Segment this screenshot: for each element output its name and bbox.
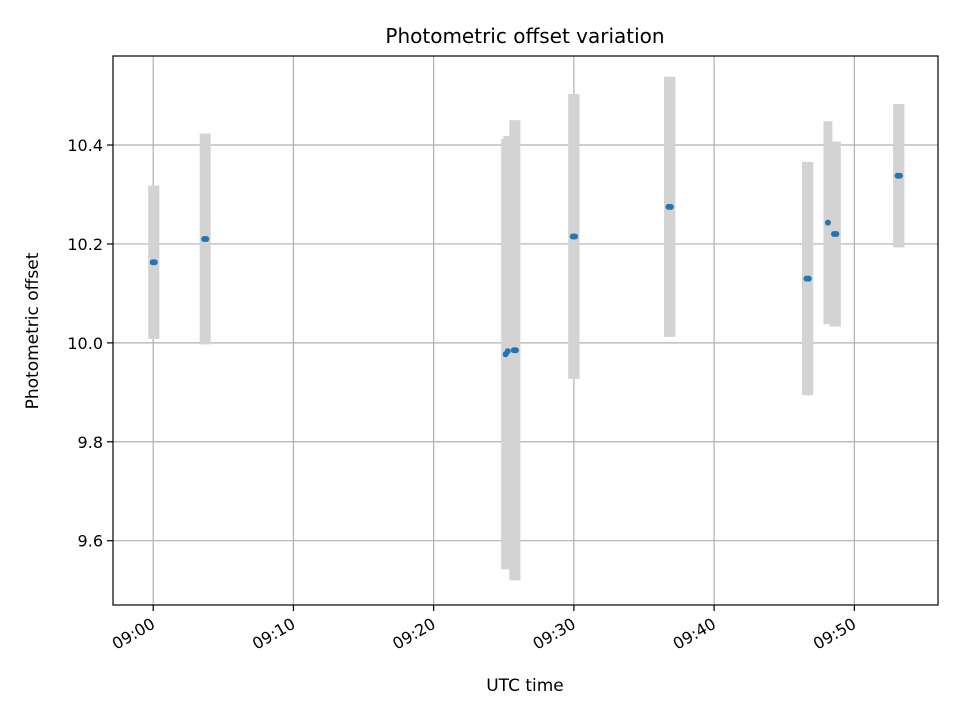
plot-frame <box>112 55 939 606</box>
y-tick-label: 9.8 <box>78 433 103 452</box>
y-tick-label: 9.6 <box>78 532 103 551</box>
y-axis-label: Photometric offset <box>23 252 43 409</box>
y-tick-label: 10.2 <box>67 235 103 254</box>
data-point <box>824 219 831 226</box>
data-point <box>504 348 511 355</box>
data-point <box>896 172 903 179</box>
data-point <box>805 275 812 282</box>
y-axis-ticks: 9.6 9.8 10.0 10.2 10.4 <box>67 136 113 551</box>
x-axis-label: UTC time <box>486 676 564 696</box>
y-tick-label: 10.0 <box>67 334 103 353</box>
data-point <box>572 233 579 240</box>
data-point <box>833 231 840 238</box>
data-point <box>667 203 674 210</box>
grid-lines <box>113 56 938 605</box>
chart-title: Photometric offset variation <box>385 24 664 48</box>
data-point <box>151 259 158 266</box>
data-point <box>203 236 210 242</box>
y-tick-label: 10.4 <box>67 136 103 155</box>
data-point <box>512 347 519 354</box>
data-points <box>149 172 903 358</box>
